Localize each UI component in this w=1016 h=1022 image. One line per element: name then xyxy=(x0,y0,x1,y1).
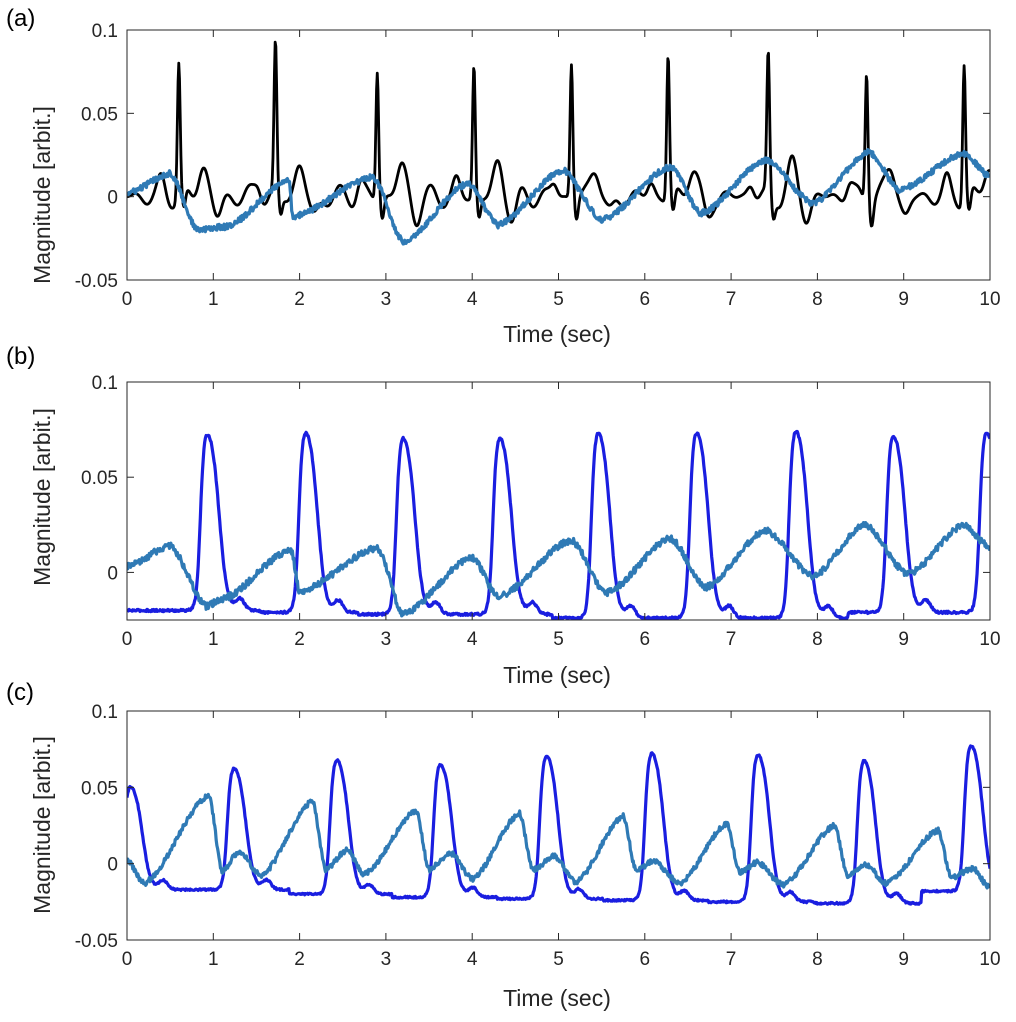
x-tick-label: 7 xyxy=(726,629,737,650)
x-tick-label: 8 xyxy=(812,629,823,650)
x-tick-label: 9 xyxy=(898,949,909,970)
x-tick-label: 5 xyxy=(553,949,564,970)
y-tick-label: -0.05 xyxy=(75,931,118,952)
x-tick-label: 7 xyxy=(726,289,737,310)
x-tick-label: 3 xyxy=(381,629,392,650)
x-tick-label: 5 xyxy=(553,629,564,650)
x-tick-label: 7 xyxy=(726,949,737,970)
x-tick-label: 8 xyxy=(812,949,823,970)
x-tick-label: 1 xyxy=(208,629,219,650)
x-tick-label: 2 xyxy=(294,629,305,650)
x-tick-label: 4 xyxy=(467,949,478,970)
x-axis-label: Time (sec) xyxy=(503,662,611,688)
y-tick-label: 0 xyxy=(107,188,118,209)
x-tick-label: 1 xyxy=(208,949,219,970)
trace-layer xyxy=(127,744,990,906)
trace-layer xyxy=(127,40,990,246)
x-axis-label: Time (sec) xyxy=(503,985,611,1011)
x-tick-label: 6 xyxy=(640,629,651,650)
y-tick-label: 0.1 xyxy=(92,21,118,42)
y-tick-label: 0.05 xyxy=(81,778,118,799)
x-tick-label: 3 xyxy=(381,949,392,970)
panel-label: (b) xyxy=(6,343,35,370)
x-tick-label: 9 xyxy=(898,629,909,650)
x-tick-label: 2 xyxy=(294,949,305,970)
tick-layer: 0 1 2 3 4 5 6 7 8 9 10 0 0.05 0.1 xyxy=(81,373,1001,650)
x-tick-label: 6 xyxy=(640,949,651,970)
x-tick-label: 10 xyxy=(979,629,1000,650)
x-tick-label: 2 xyxy=(294,289,305,310)
y-axis-label: Magnitude [arbit.] xyxy=(29,736,55,914)
series-black-line xyxy=(127,40,990,228)
x-axis-label: Time (sec) xyxy=(503,321,611,347)
panel-b: (b) Magnitude [arbit.] Time (sec) 0 1 2 3 4 5… xyxy=(6,343,1001,688)
x-tick-label: 3 xyxy=(381,289,392,310)
series-steel-blue-line xyxy=(127,520,990,618)
x-tick-label: 9 xyxy=(898,289,909,310)
y-tick-label: 0.1 xyxy=(92,373,118,394)
series-dark-blue-line xyxy=(127,744,990,906)
y-tick-label: 0.1 xyxy=(92,702,118,723)
plot-frame xyxy=(126,381,991,621)
x-tick-label: 10 xyxy=(979,949,1000,970)
panel-a: (a) Magnitude [arbit.] Time (sec) 0 1 2 3 4 5… xyxy=(6,5,1001,347)
plot-frame xyxy=(126,29,991,281)
x-tick-label: 1 xyxy=(208,289,219,310)
x-tick-label: 0 xyxy=(122,629,133,650)
panel-label: (c) xyxy=(6,679,34,706)
y-axis-label: Magnitude [arbit.] xyxy=(29,408,55,586)
y-tick-label: 0.05 xyxy=(81,468,118,489)
x-tick-label: 4 xyxy=(467,289,478,310)
x-tick-label: 0 xyxy=(122,289,133,310)
x-tick-label: 10 xyxy=(979,289,1000,310)
x-tick-label: 8 xyxy=(812,289,823,310)
panel-label: (a) xyxy=(6,5,35,32)
trace-layer xyxy=(127,429,990,620)
x-tick-label: 6 xyxy=(640,289,651,310)
y-axis-label: Magnitude [arbit.] xyxy=(29,106,55,284)
y-tick-label: 0.05 xyxy=(81,104,118,125)
series-steel-blue-line xyxy=(127,792,990,890)
x-tick-label: 4 xyxy=(467,629,478,650)
y-tick-label: 0 xyxy=(107,563,118,584)
y-tick-label: 0 xyxy=(107,855,118,876)
series-steel-blue-line xyxy=(127,147,990,246)
y-tick-label: -0.05 xyxy=(75,271,118,292)
x-tick-label: 5 xyxy=(553,289,564,310)
x-tick-label: 0 xyxy=(122,949,133,970)
panel-c: (c) Magnitude [arbit.] Time (sec) 0 1 2 3 4 5… xyxy=(6,679,1001,1011)
